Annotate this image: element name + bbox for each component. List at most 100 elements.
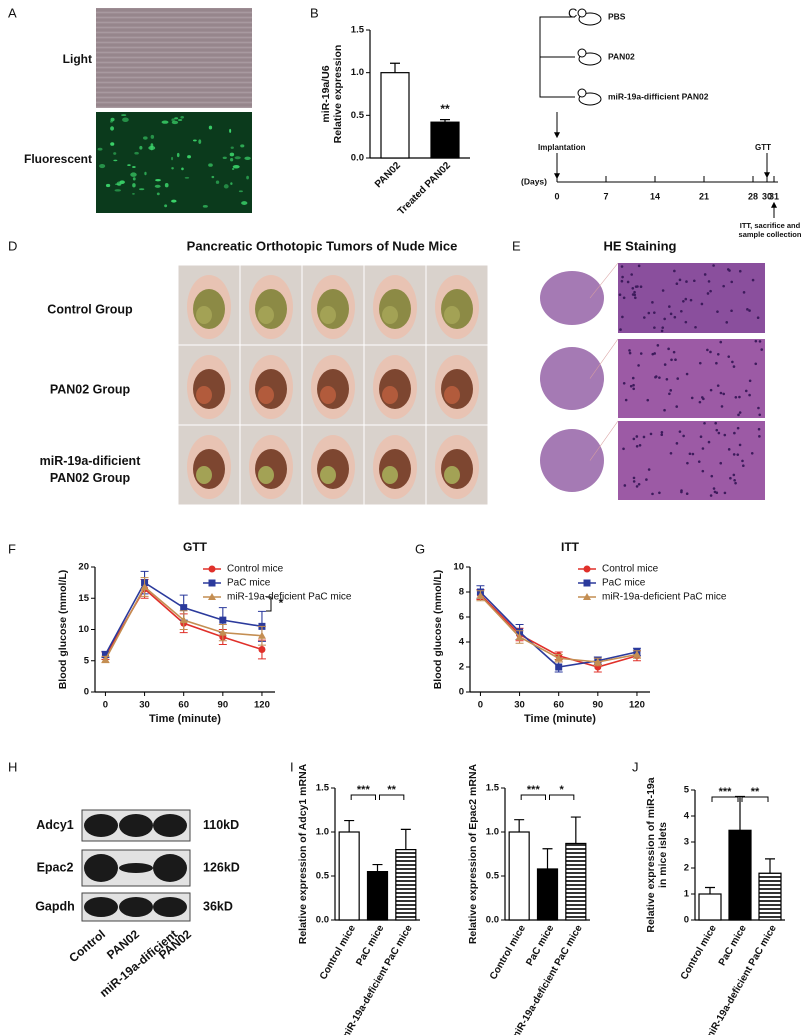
day-label: 28: [748, 191, 758, 201]
bracket: [379, 794, 405, 800]
point: [515, 633, 524, 640]
nucleus: [639, 352, 643, 355]
nucleus: [748, 309, 751, 312]
group-label: miR-19a-dificient: [40, 454, 142, 468]
organs: [444, 466, 460, 484]
day-label: 14: [650, 191, 660, 201]
organs: [320, 306, 336, 324]
panel-letter: F: [8, 541, 16, 556]
cell: [113, 152, 117, 155]
nucleus: [731, 360, 734, 364]
y-tick-label: 1.0: [316, 827, 329, 838]
nucleus: [688, 452, 692, 456]
bracket: [711, 796, 739, 802]
y-tick-label: 10: [78, 624, 89, 635]
cell: [223, 184, 229, 189]
nucleus: [635, 444, 639, 448]
tissue: [540, 271, 604, 325]
x-tick-label: PAN02: [373, 160, 403, 190]
group-label: PAN02 Group: [50, 471, 131, 485]
cell: [238, 190, 243, 193]
bracket: [741, 796, 769, 802]
cell: [161, 120, 169, 124]
nucleus: [646, 398, 650, 402]
nucleus: [730, 309, 733, 313]
nucleus: [645, 478, 648, 481]
x-tick-label: PaC mice: [354, 923, 386, 968]
nucleus: [621, 275, 624, 279]
image-label: Fluorescent: [24, 152, 92, 166]
nucleus: [631, 376, 635, 380]
panel-letter: B: [310, 5, 319, 20]
y-tick-label: 0.0: [316, 915, 329, 926]
point: [219, 616, 227, 624]
cell: [231, 167, 235, 171]
band: [153, 897, 187, 917]
nucleus: [719, 340, 723, 344]
error-bar: [440, 119, 450, 123]
bracket: [539, 16, 575, 98]
nucleus: [668, 392, 671, 396]
cell: [230, 146, 234, 149]
error-bar: [514, 819, 525, 832]
x-tick-label: PaC mice: [717, 923, 749, 968]
group-label: miR-19a-difficient PAN02: [608, 91, 709, 101]
legend-label: miR-19a-deficient PaC mice: [602, 592, 727, 603]
nucleus: [632, 387, 636, 391]
nucleus: [682, 299, 685, 303]
cell: [171, 120, 179, 125]
cell: [132, 165, 136, 169]
cell: [156, 192, 160, 196]
nucleus: [738, 411, 742, 414]
nucleus: [742, 464, 745, 468]
size-label: 110kD: [203, 818, 239, 832]
group-label: PAN02: [608, 51, 635, 61]
day-label: 7: [603, 191, 608, 201]
organs: [258, 386, 274, 404]
point: [140, 583, 149, 590]
legend-label: PaC mice: [602, 578, 646, 589]
x-tick-label: PaC mice: [524, 923, 556, 968]
nucleus: [723, 491, 727, 495]
panel-letter: E: [512, 238, 521, 253]
nucleus: [639, 285, 643, 289]
group-label: PAN02 Group: [50, 382, 131, 396]
nucleus: [647, 468, 651, 471]
point: [101, 651, 109, 658]
nucleus: [670, 358, 673, 362]
cell: [122, 117, 129, 123]
he-zoom: [618, 263, 765, 333]
protein-label: Adcy1: [36, 818, 74, 832]
organs: [320, 386, 336, 404]
point: [208, 593, 216, 600]
y-tick-label: 5: [84, 655, 90, 666]
nucleus: [738, 269, 742, 273]
x-tick-label: 90: [218, 700, 229, 711]
nucleus: [676, 377, 680, 380]
nucleus: [634, 296, 637, 300]
y-tick-label: 15: [78, 593, 89, 604]
y-axis-label: Relative expression of Adcy1 mRNA: [297, 763, 309, 944]
nucleus: [626, 280, 630, 284]
nucleus: [656, 344, 660, 347]
x-tick-label: Control mice: [488, 923, 528, 982]
nucleus: [732, 453, 736, 456]
cell: [132, 177, 136, 181]
legend-label: Control mice: [602, 564, 659, 575]
cell: [229, 152, 235, 157]
nucleus: [690, 396, 694, 400]
x-tick-label: 0: [478, 700, 483, 711]
nucleus: [750, 451, 754, 455]
nucleus: [741, 459, 744, 463]
nucleus: [734, 395, 738, 399]
y-axis-label: Blood glucose (mmol/L): [57, 570, 69, 690]
cell: [143, 136, 148, 140]
panel-letter: C: [568, 5, 577, 20]
nucleus: [709, 494, 713, 497]
nucleus: [703, 421, 706, 425]
nucleus: [637, 482, 641, 486]
x-axis-label: Time (minute): [524, 713, 596, 725]
nucleus: [723, 433, 727, 437]
nucleus: [744, 389, 748, 393]
nucleus: [719, 391, 723, 395]
